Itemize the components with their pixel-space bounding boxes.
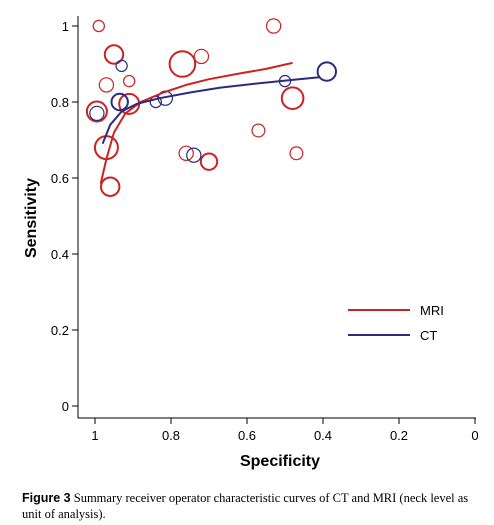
x-tick-label: 0	[471, 428, 478, 443]
y-tick-label: 0	[62, 399, 69, 414]
x-tick-label: 0.6	[238, 428, 256, 443]
data-point-mri	[92, 19, 106, 33]
data-point-mri	[103, 44, 125, 65]
y-tick-label: 0.2	[51, 323, 69, 338]
figure-caption: Figure 3 Summary receiver operator chara…	[22, 490, 484, 522]
data-point-ct	[89, 105, 105, 122]
data-point-mri	[168, 50, 197, 78]
y-axis-title: Sensitivity	[23, 178, 40, 258]
figure-caption-label: Figure 3	[22, 491, 71, 505]
summary-curve-mri	[99, 61, 293, 184]
y-tick-label: 0.4	[51, 247, 69, 262]
data-point-ct	[115, 59, 128, 73]
data-points	[85, 18, 337, 197]
data-point-mri	[265, 18, 282, 34]
x-tick-label: 0.4	[314, 428, 332, 443]
data-point-mri	[122, 74, 136, 88]
y-tick-label: 0.6	[51, 171, 69, 186]
axes: 0 0.2 0.4 0.6 0.8 1 1 0.8 0.6 0.4 0.2 0	[51, 16, 479, 443]
y-tick-label: 1	[62, 19, 69, 34]
legend: MRI CT	[348, 303, 444, 343]
legend-label-mri: MRI	[420, 303, 444, 318]
data-point-mri	[251, 123, 266, 138]
legend-label-ct: CT	[420, 328, 437, 343]
x-tick-label: 1	[91, 428, 98, 443]
data-point-mri	[280, 86, 305, 110]
x-tick-label: 0.8	[162, 428, 180, 443]
data-point-mri	[85, 100, 108, 123]
y-tick-label: 0.8	[51, 95, 69, 110]
x-tick-label: 0.2	[390, 428, 408, 443]
summary-curves	[99, 61, 320, 184]
data-point-mri	[178, 145, 194, 161]
summary-curve-ct	[101, 76, 320, 145]
sroc-chart: 0 0.2 0.4 0.6 0.8 1 1 0.8 0.6 0.4 0.2 0 Specificit…	[23, 16, 479, 470]
data-point-ct	[186, 147, 202, 163]
x-axis-title: Specificity	[240, 453, 320, 470]
data-point-mri	[100, 176, 121, 197]
data-point-mri	[193, 48, 210, 65]
data-point-ct	[110, 92, 129, 112]
x-ticks: 1 0.8 0.6 0.4 0.2 0	[91, 418, 479, 443]
data-point-mri	[98, 77, 115, 93]
y-ticks: 0 0.2 0.4 0.6 0.8 1	[51, 19, 78, 414]
data-point-ct	[316, 61, 337, 82]
figure-caption-text: Summary receiver operator characteristic…	[22, 491, 469, 521]
data-point-mri	[289, 146, 304, 161]
data-point-mri	[199, 152, 219, 171]
